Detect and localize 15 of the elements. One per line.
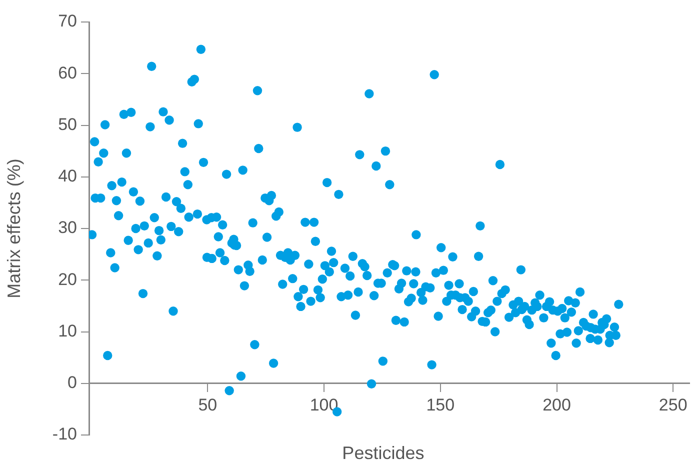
- x-axis-title: Pesticides: [342, 442, 424, 463]
- x-tick-label: 250: [658, 395, 688, 414]
- y-axis-title: Matrix effects (%): [4, 158, 24, 298]
- y-tick-label: 0: [68, 373, 77, 392]
- x-tick-label: 50: [198, 395, 218, 414]
- y-tick-label: 70: [58, 12, 77, 31]
- y-tick-label: -10: [52, 424, 77, 444]
- y-tick-label: 40: [58, 166, 77, 186]
- y-tick-label: 50: [58, 114, 77, 134]
- y-tick-label: 10: [58, 321, 77, 340]
- y-tick-label: 20: [58, 270, 77, 289]
- x-tick-label: 200: [542, 395, 571, 414]
- x-tick-label: 150: [426, 395, 455, 414]
- y-tick-label: 60: [58, 63, 77, 82]
- y-tick-label: 30: [58, 218, 77, 238]
